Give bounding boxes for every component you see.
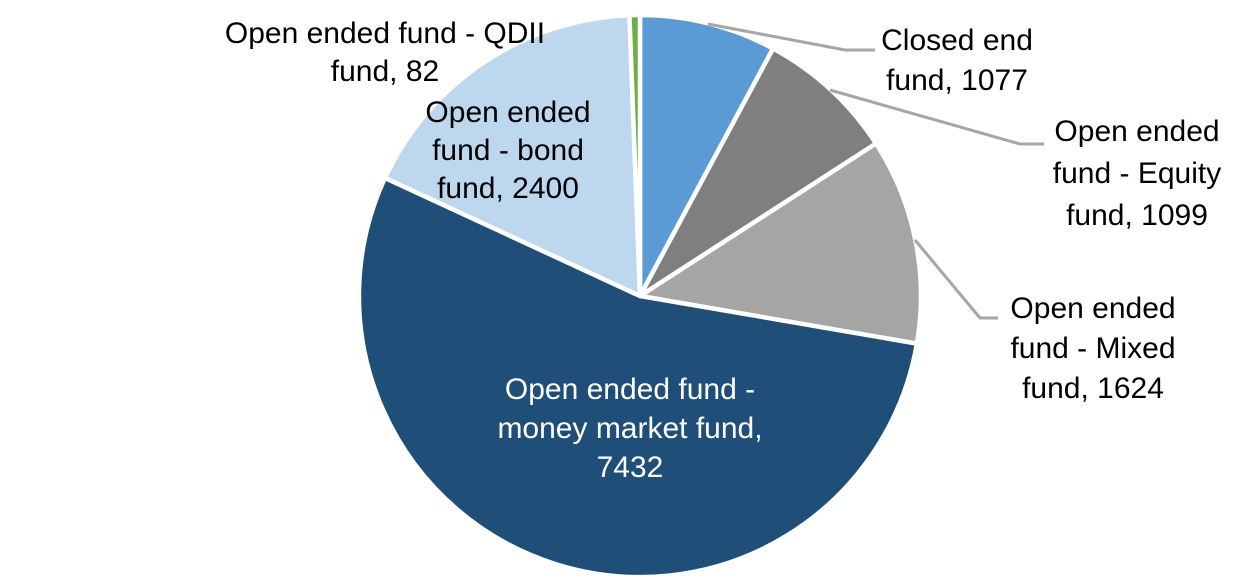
- pie-slice-open-ended-fund-money-market-fund: [356, 175, 920, 580]
- data-label-closed-end-fund: Closed end fund, 1077: [881, 24, 1033, 97]
- data-label-open-ended-fund-money-market-fund: Open ended fund -money market fund, 7432: [497, 373, 762, 484]
- data-label-open-ended-fund-equity-fund: Open ended fund - Equity fund, 1099: [1053, 115, 1221, 232]
- pie-slice-open-ended-fund-mixed-fund: [637, 141, 924, 346]
- data-label-open-ended-fund-qdii-fund: Open ended fund - QDII fund, 82: [225, 17, 545, 88]
- pie-slice-open-ended-fund-qdii-fund: [627, 12, 643, 299]
- leader-line-open-ended-fund-equity-fund: [829, 88, 1044, 146]
- leader-line-open-ended-fund-mixed-fund: [913, 239, 998, 320]
- leader-line-closed-end-fund: [707, 22, 875, 52]
- data-label-open-ended-fund-bond-fund: Open ended fund - bond fund, 2400: [425, 96, 590, 205]
- data-label-open-ended-fund-mixed-fund: Open ended fund - Mixed fund, 1624: [1010, 292, 1175, 405]
- pie-slice-open-ended-fund-bond-fund: [382, 12, 643, 299]
